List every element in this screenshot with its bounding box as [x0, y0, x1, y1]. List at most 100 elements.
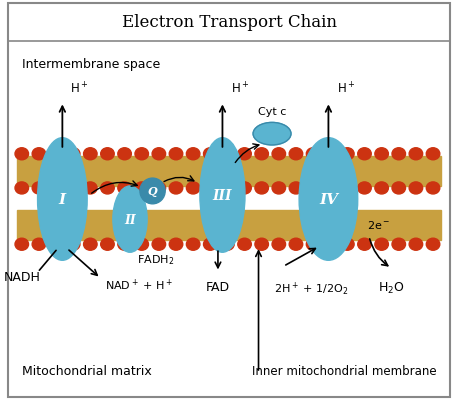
- Circle shape: [306, 148, 320, 160]
- Circle shape: [220, 239, 234, 251]
- Bar: [17, 156, 441, 186]
- Circle shape: [100, 148, 114, 160]
- Text: Electron Transport Chain: Electron Transport Chain: [122, 14, 337, 30]
- Circle shape: [238, 239, 251, 251]
- Circle shape: [49, 182, 63, 194]
- Circle shape: [32, 239, 46, 251]
- Circle shape: [375, 182, 388, 194]
- Circle shape: [426, 239, 440, 251]
- Text: Mitochondrial matrix: Mitochondrial matrix: [22, 364, 152, 377]
- Text: I: I: [59, 192, 66, 207]
- Circle shape: [220, 182, 234, 194]
- Circle shape: [238, 148, 251, 160]
- Text: H$_2$O: H$_2$O: [378, 281, 405, 296]
- Circle shape: [323, 239, 337, 251]
- Circle shape: [83, 239, 97, 251]
- Circle shape: [135, 182, 148, 194]
- Circle shape: [203, 182, 217, 194]
- Circle shape: [358, 182, 371, 194]
- Circle shape: [392, 182, 406, 194]
- Text: 2e$^-$: 2e$^-$: [367, 219, 390, 231]
- Circle shape: [203, 239, 217, 251]
- Circle shape: [49, 148, 63, 160]
- Circle shape: [118, 239, 131, 251]
- Circle shape: [152, 182, 165, 194]
- Circle shape: [169, 182, 183, 194]
- Circle shape: [186, 182, 200, 194]
- Circle shape: [375, 148, 388, 160]
- Circle shape: [186, 239, 200, 251]
- Circle shape: [289, 182, 303, 194]
- Text: Q: Q: [148, 186, 157, 197]
- Text: H$^+$: H$^+$: [337, 81, 355, 96]
- Circle shape: [323, 182, 337, 194]
- Text: Inner mitochondrial membrane: Inner mitochondrial membrane: [252, 364, 437, 377]
- Ellipse shape: [200, 138, 245, 253]
- Circle shape: [15, 182, 28, 194]
- Circle shape: [49, 239, 63, 251]
- Text: NAD$^+$ + H$^+$: NAD$^+$ + H$^+$: [105, 277, 173, 292]
- Text: FAD: FAD: [206, 281, 230, 294]
- Text: NADH: NADH: [3, 270, 40, 283]
- Circle shape: [66, 182, 80, 194]
- Text: H$^+$: H$^+$: [71, 81, 89, 96]
- Circle shape: [203, 148, 217, 160]
- Circle shape: [323, 148, 337, 160]
- Circle shape: [118, 148, 131, 160]
- Text: Cyt c: Cyt c: [258, 106, 286, 116]
- Circle shape: [100, 239, 114, 251]
- Ellipse shape: [299, 138, 358, 261]
- Circle shape: [409, 239, 423, 251]
- Circle shape: [272, 239, 285, 251]
- Circle shape: [409, 148, 423, 160]
- Bar: [17, 211, 441, 241]
- Ellipse shape: [113, 186, 147, 253]
- Circle shape: [341, 148, 354, 160]
- Circle shape: [272, 182, 285, 194]
- Text: 2H$^+$ + 1/2O$_2$: 2H$^+$ + 1/2O$_2$: [274, 281, 349, 298]
- Circle shape: [358, 148, 371, 160]
- Circle shape: [426, 182, 440, 194]
- Circle shape: [409, 182, 423, 194]
- Circle shape: [100, 182, 114, 194]
- Text: FADH$_2$: FADH$_2$: [137, 253, 174, 266]
- Circle shape: [152, 148, 165, 160]
- Circle shape: [341, 182, 354, 194]
- Text: II: II: [124, 213, 136, 226]
- Circle shape: [135, 239, 148, 251]
- Ellipse shape: [37, 138, 87, 261]
- Circle shape: [255, 239, 268, 251]
- Ellipse shape: [253, 123, 291, 146]
- Circle shape: [66, 239, 80, 251]
- Circle shape: [32, 182, 46, 194]
- Circle shape: [15, 239, 28, 251]
- Ellipse shape: [140, 178, 165, 205]
- Circle shape: [289, 239, 303, 251]
- Circle shape: [392, 239, 406, 251]
- Circle shape: [220, 148, 234, 160]
- Circle shape: [272, 148, 285, 160]
- Circle shape: [83, 182, 97, 194]
- Circle shape: [375, 239, 388, 251]
- Text: H$^+$: H$^+$: [230, 81, 249, 96]
- Circle shape: [186, 148, 200, 160]
- Circle shape: [83, 148, 97, 160]
- Text: Intermembrane space: Intermembrane space: [22, 58, 160, 71]
- Circle shape: [169, 239, 183, 251]
- Text: III: III: [213, 188, 232, 203]
- Circle shape: [341, 239, 354, 251]
- Circle shape: [426, 148, 440, 160]
- Circle shape: [306, 239, 320, 251]
- Circle shape: [66, 148, 80, 160]
- Circle shape: [135, 148, 148, 160]
- Text: IV: IV: [319, 192, 338, 207]
- Circle shape: [306, 182, 320, 194]
- Circle shape: [238, 182, 251, 194]
- Circle shape: [358, 239, 371, 251]
- Circle shape: [392, 148, 406, 160]
- Circle shape: [118, 182, 131, 194]
- Circle shape: [169, 148, 183, 160]
- Circle shape: [289, 148, 303, 160]
- Circle shape: [255, 182, 268, 194]
- Circle shape: [32, 148, 46, 160]
